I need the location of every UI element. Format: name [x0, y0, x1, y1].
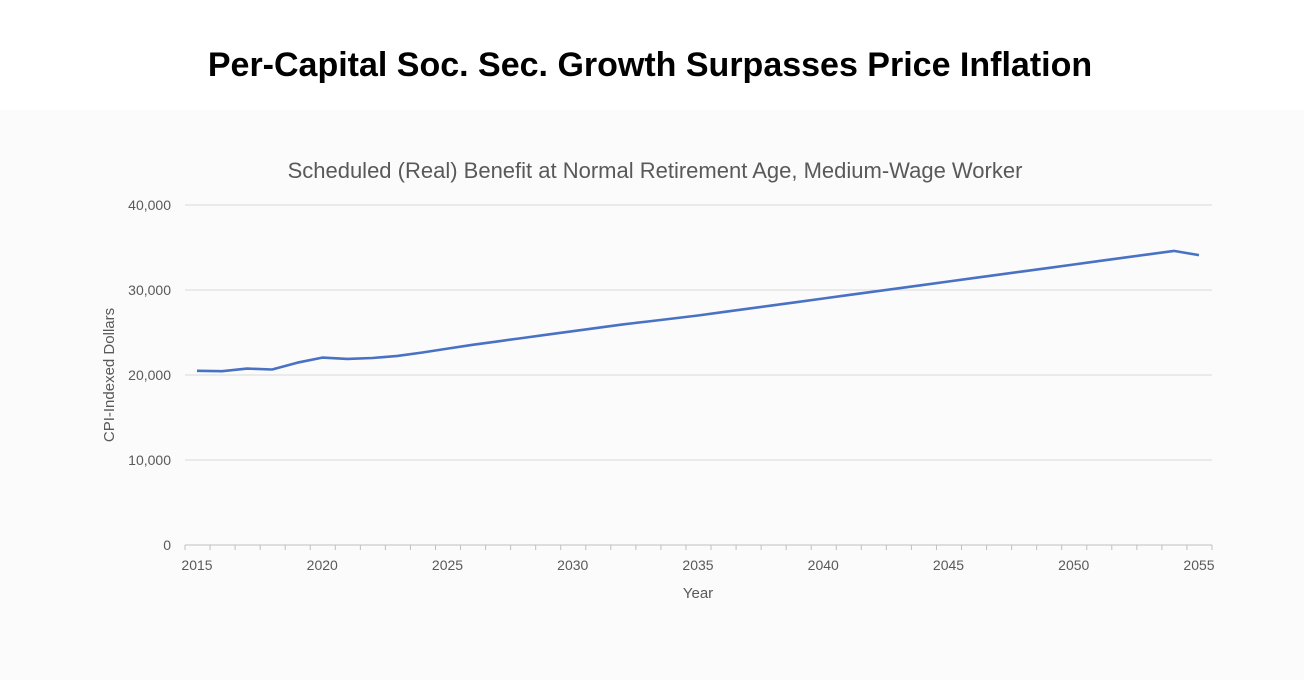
x-axis: [184, 544, 1213, 550]
x-tick-label: 2045: [933, 557, 964, 573]
x-tick-label: 2040: [808, 557, 839, 573]
x-tick-label: 2030: [557, 557, 588, 573]
x-tick-label: 2050: [1058, 557, 1089, 573]
y-axis-label: CPI-Indexed Dollars: [101, 308, 118, 442]
slide-title: Per-Capital Soc. Sec. Growth Surpasses P…: [207, 46, 1093, 84]
x-tick-labels: 2015 2020 2025 2030 2035 2040 2045 2050 2055: [181, 557, 1214, 573]
x-tick-label: 2015: [181, 557, 212, 573]
gridlines: [185, 204, 1212, 461]
y-tick-label: 40,000: [128, 197, 171, 213]
y-tick-label: 30,000: [128, 282, 171, 298]
chart-title: Scheduled (Real) Benefit at Normal Retir…: [287, 158, 1023, 183]
series-line: [196, 249, 1200, 373]
y-tick-label: 20,000: [128, 367, 171, 383]
x-axis-label: Year: [683, 585, 713, 602]
y-tick-label: 10,000: [128, 452, 171, 468]
y-tick-labels: 0 10,000 20,000 30,000 40,000: [128, 197, 171, 553]
x-tick-label: 2055: [1183, 557, 1214, 573]
y-tick-label: 0: [163, 537, 171, 553]
x-tick-label: 2025: [432, 557, 463, 573]
x-tick-label: 2035: [682, 557, 713, 573]
x-tick-label: 2020: [307, 557, 338, 573]
